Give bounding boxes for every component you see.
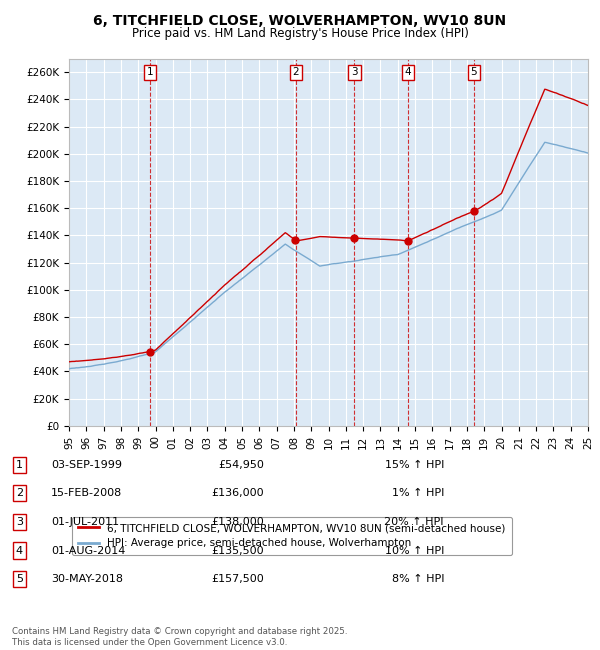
Text: 10% ↑ HPI: 10% ↑ HPI [385, 545, 444, 556]
Text: 15% ↑ HPI: 15% ↑ HPI [385, 460, 444, 470]
Text: 8% ↑ HPI: 8% ↑ HPI [392, 574, 444, 584]
Text: £54,950: £54,950 [218, 460, 264, 470]
Text: 3: 3 [351, 68, 358, 77]
Text: 20% ↑ HPI: 20% ↑ HPI [385, 517, 444, 527]
Text: 5: 5 [16, 574, 23, 584]
Text: 30-MAY-2018: 30-MAY-2018 [51, 574, 123, 584]
Text: 4: 4 [16, 545, 23, 556]
Text: 3: 3 [16, 517, 23, 527]
Text: 4: 4 [404, 68, 411, 77]
Text: £136,000: £136,000 [211, 488, 264, 499]
Text: 6, TITCHFIELD CLOSE, WOLVERHAMPTON, WV10 8UN: 6, TITCHFIELD CLOSE, WOLVERHAMPTON, WV10… [94, 14, 506, 29]
Text: £135,500: £135,500 [211, 545, 264, 556]
Text: 03-SEP-1999: 03-SEP-1999 [51, 460, 122, 470]
Text: 1: 1 [16, 460, 23, 470]
Text: £157,500: £157,500 [211, 574, 264, 584]
Legend: 6, TITCHFIELD CLOSE, WOLVERHAMPTON, WV10 8UN (semi-detached house), HPI: Average: 6, TITCHFIELD CLOSE, WOLVERHAMPTON, WV10… [71, 517, 512, 554]
Text: 1% ↑ HPI: 1% ↑ HPI [392, 488, 444, 499]
Text: Contains HM Land Registry data © Crown copyright and database right 2025.
This d: Contains HM Land Registry data © Crown c… [12, 627, 347, 647]
Text: £138,000: £138,000 [211, 517, 264, 527]
Text: 1: 1 [146, 68, 153, 77]
Text: 15-FEB-2008: 15-FEB-2008 [51, 488, 122, 499]
Text: 2: 2 [293, 68, 299, 77]
Text: 5: 5 [470, 68, 478, 77]
Text: Price paid vs. HM Land Registry's House Price Index (HPI): Price paid vs. HM Land Registry's House … [131, 27, 469, 40]
Text: 01-JUL-2011: 01-JUL-2011 [51, 517, 119, 527]
Text: 2: 2 [16, 488, 23, 499]
Text: 01-AUG-2014: 01-AUG-2014 [51, 545, 125, 556]
